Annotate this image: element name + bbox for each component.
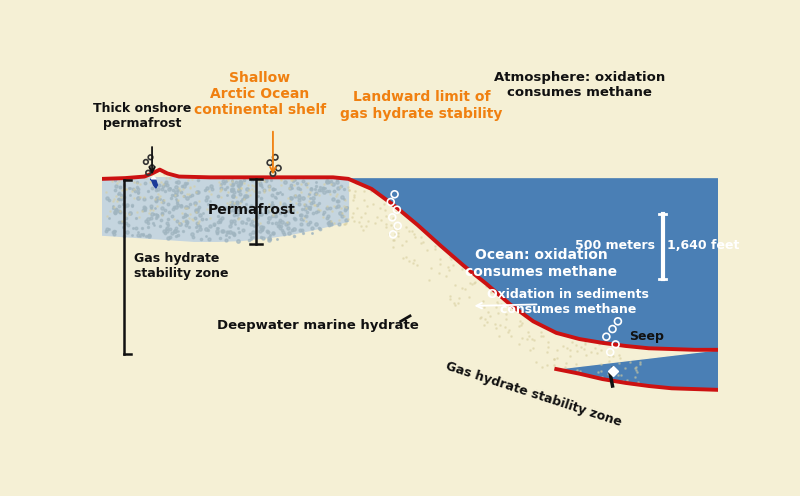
Polygon shape xyxy=(102,179,718,441)
Text: Atmosphere: oxidation
consumes methane: Atmosphere: oxidation consumes methane xyxy=(494,71,665,99)
Polygon shape xyxy=(102,178,349,241)
Text: 500 meters: 500 meters xyxy=(575,240,655,252)
Text: 1,640 feet: 1,640 feet xyxy=(667,240,739,252)
Text: Permafrost: Permafrost xyxy=(208,203,296,217)
Polygon shape xyxy=(150,178,158,188)
Text: Gas hydrate
stability zone: Gas hydrate stability zone xyxy=(134,252,229,280)
Text: Seep: Seep xyxy=(630,330,664,343)
Polygon shape xyxy=(151,177,156,179)
Polygon shape xyxy=(349,179,718,441)
Text: Ocean: oxidation
consumes methane: Ocean: oxidation consumes methane xyxy=(465,248,617,279)
Text: Landward limit of
gas hydrate stability: Landward limit of gas hydrate stability xyxy=(340,90,502,121)
Text: Oxidation in sediments
consumes methane: Oxidation in sediments consumes methane xyxy=(487,288,649,316)
Text: Shallow
Arctic Ocean
continental shelf: Shallow Arctic Ocean continental shelf xyxy=(194,71,326,118)
Text: Gas hydrate stability zone: Gas hydrate stability zone xyxy=(443,360,623,429)
Text: Deepwater marine hydrate: Deepwater marine hydrate xyxy=(217,318,418,332)
Text: Thick onshore
permafrost: Thick onshore permafrost xyxy=(93,102,191,130)
